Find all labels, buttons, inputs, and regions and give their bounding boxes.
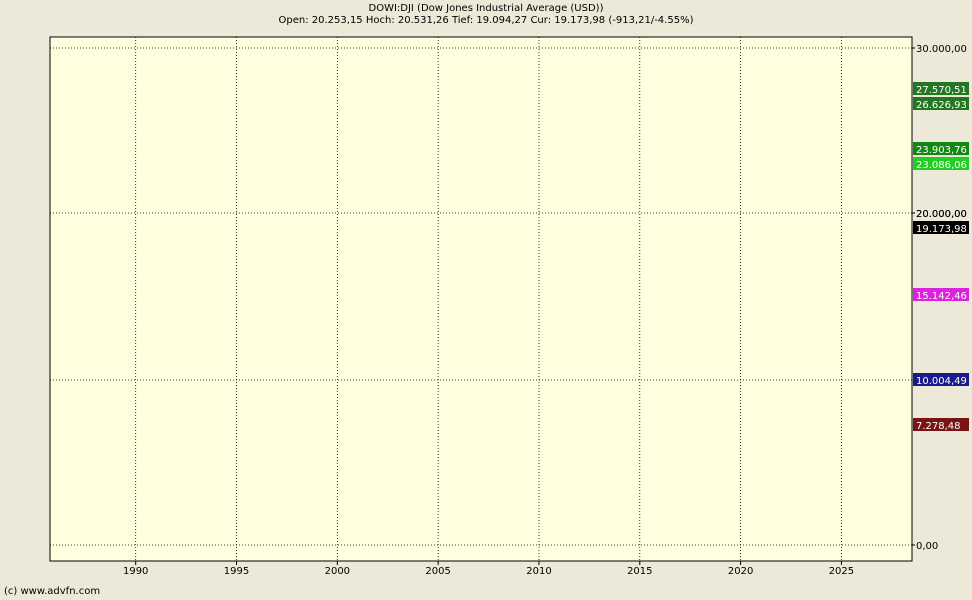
value-badge [913, 373, 969, 386]
value-badges: 27.570,51 26.626,93 23.903,76 23.086,06 20.0… [913, 82, 969, 432]
x-axis: 1990 1995 2000 2005 2010 2015 2020 2025 [123, 561, 854, 577]
value-badge [913, 288, 969, 301]
chart-header: DOWI:DJI (Dow Jones Industrial Average (… [0, 3, 972, 27]
x-tick-label: 2005 [425, 566, 450, 577]
value-badge-label: 10.004,49 [916, 376, 967, 387]
value-badge-label: 23.086,06 [916, 160, 967, 171]
chart-title: DOWI:DJI (Dow Jones Industrial Average (… [368, 3, 604, 14]
value-badge-label: 20.000,00 [916, 209, 967, 220]
y-axis: 30.000,00 20.000,00 0,00 [912, 44, 967, 552]
x-tick-label: 2000 [325, 566, 350, 577]
value-badge [913, 97, 969, 110]
value-badge [913, 157, 969, 170]
plot-area[interactable] [49, 36, 913, 562]
value-badge-label: 26.626,93 [916, 100, 967, 111]
value-badge-label: 15.142,46 [916, 291, 967, 302]
copyright-text: (c) www.advfn.com [4, 586, 101, 597]
value-badge-label: 7.278,48 [916, 421, 961, 432]
ohlc-summary: Open: 20.253,15 Hoch: 20.531,26 Tief: 19… [278, 15, 694, 26]
x-tick-label: 1995 [224, 566, 249, 577]
x-tick-label: 2010 [526, 566, 551, 577]
y-tick-label: 0,00 [916, 541, 938, 552]
x-tick-label: 1990 [123, 566, 148, 577]
y-tick-label: 30.000,00 [916, 44, 967, 55]
x-tick-label: 2020 [728, 566, 753, 577]
x-tick-label: 2025 [829, 566, 854, 577]
value-badge-label: 19.173,98 [916, 224, 967, 235]
value-badge-label: 23.903,76 [916, 145, 967, 156]
value-badge [913, 142, 969, 155]
value-badge [913, 82, 969, 95]
y-tick-label: 20.000,00 [916, 209, 967, 220]
value-badge [913, 221, 969, 234]
value-badge-label: 27.570,51 [916, 85, 967, 96]
value-badge [913, 418, 969, 431]
x-tick-label: 2015 [627, 566, 652, 577]
